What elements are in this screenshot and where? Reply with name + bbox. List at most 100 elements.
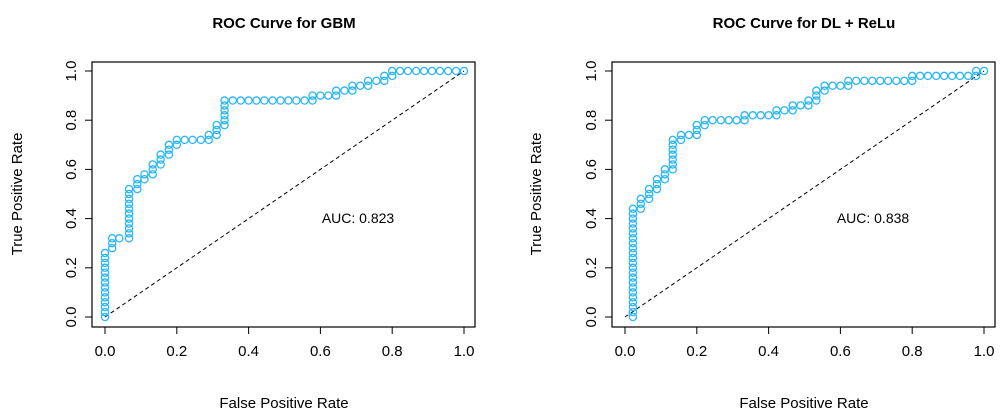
roc-point (628, 248, 638, 258)
roc-point (268, 96, 277, 105)
roc-points (628, 66, 989, 322)
roc-point (628, 224, 638, 233)
roc-panel-gbm: ROC Curve for GBM 0.0 0.2 0.4 0.6 0.8 1.0 0.0… (9, 15, 476, 412)
roc-point (947, 71, 957, 81)
x-tick-label: 0.2 (686, 343, 707, 360)
roc-point (628, 293, 638, 302)
roc-point (331, 91, 341, 100)
y-axis: 0.0 0.2 0.4 0.6 0.8 1.0 (583, 61, 612, 328)
roc-point (900, 76, 909, 86)
auc-annotation: AUC: 0.823 (322, 210, 395, 226)
roc-point (419, 66, 429, 76)
x-tick-label: 1.0 (974, 343, 995, 360)
roc-point (628, 253, 638, 263)
roc-point (164, 140, 174, 150)
roc-point (628, 229, 638, 238)
roc-point (100, 278, 110, 287)
roc-point (156, 150, 165, 159)
roc-point (628, 214, 638, 223)
roc-panel-dl-relu: ROC Curve for DL + ReLu 0.0 0.2 0.4 0.6 0.8 1… (528, 15, 996, 412)
roc-point (156, 155, 165, 164)
roc-point (340, 86, 349, 95)
plot-frame (611, 61, 996, 328)
y-axis-label: True Positive Rate (528, 133, 545, 256)
auc-annotation: AUC: 0.838 (837, 210, 910, 226)
roc-point (412, 66, 421, 76)
roc-point (628, 297, 638, 307)
plot-frame (91, 61, 476, 328)
roc-point (628, 263, 638, 273)
x-tick-label: 0.0 (615, 343, 636, 360)
roc-point (668, 155, 677, 164)
roc-point (883, 76, 893, 86)
roc-point (652, 184, 662, 194)
roc-point (700, 115, 709, 125)
roc-point (676, 135, 686, 145)
roc-point (644, 184, 654, 194)
roc-point (188, 135, 197, 145)
roc-point (308, 91, 317, 100)
y-tick-label: 1.0 (583, 61, 600, 82)
x-tick-label: 0.8 (382, 343, 403, 360)
roc-point (628, 302, 638, 312)
roc-point (403, 66, 413, 76)
roc-point (692, 120, 702, 130)
roc-point (164, 150, 174, 159)
x-axis: 0.0 0.2 0.4 0.6 0.8 1.0 (615, 327, 995, 360)
roc-point (668, 145, 677, 154)
roc-point (148, 165, 157, 174)
roc-point (260, 96, 269, 105)
roc-point (164, 145, 174, 154)
roc-point (923, 71, 933, 81)
roc-point (764, 111, 773, 120)
roc-point (660, 174, 670, 184)
roc-point (115, 234, 124, 243)
roc-point (628, 307, 638, 317)
diagonal-reference-line (104, 70, 465, 318)
roc-point (100, 273, 110, 282)
roc-point (172, 135, 182, 145)
roc-point (636, 204, 646, 214)
roc-point (124, 214, 134, 223)
roc-point (220, 111, 229, 120)
roc-point (387, 71, 397, 81)
roc-point (107, 243, 117, 253)
y-tick-label: 0.6 (583, 159, 600, 180)
y-tick-label: 0.2 (583, 257, 600, 278)
roc-point (628, 273, 638, 282)
roc-point (236, 96, 245, 105)
y-tick-label: 0.4 (63, 208, 80, 229)
y-tick-label: 0.4 (583, 208, 600, 229)
roc-point (124, 224, 134, 233)
roc-point (220, 115, 229, 125)
x-axis: 0.0 0.2 0.4 0.6 0.8 1.0 (95, 327, 474, 360)
roc-point (844, 81, 853, 91)
roc-point (348, 86, 357, 95)
roc-point (100, 302, 110, 312)
roc-point (124, 234, 134, 243)
roc-point (955, 71, 965, 81)
roc-point (868, 76, 877, 86)
chart-title: ROC Curve for DL + ReLu (713, 15, 896, 32)
y-tick-label: 0.0 (583, 307, 600, 328)
roc-point (892, 76, 901, 86)
roc-point (451, 66, 461, 76)
roc-point (860, 76, 869, 86)
roc-point (220, 96, 229, 105)
roc-point (812, 91, 821, 100)
roc-point (756, 111, 765, 120)
roc-point (244, 96, 253, 105)
roc-point (644, 189, 654, 199)
roc-point (212, 125, 221, 135)
roc-point (387, 66, 397, 76)
roc-point (628, 204, 638, 214)
x-tick-label: 0.8 (902, 343, 923, 360)
roc-point (124, 184, 134, 194)
roc-point (660, 170, 670, 179)
roc-point (748, 111, 758, 120)
roc-point (915, 71, 925, 81)
roc-point (668, 165, 677, 174)
roc-point (636, 199, 646, 209)
roc-point (820, 81, 829, 91)
y-axis: 0.0 0.2 0.4 0.6 0.8 1.0 (63, 61, 92, 327)
